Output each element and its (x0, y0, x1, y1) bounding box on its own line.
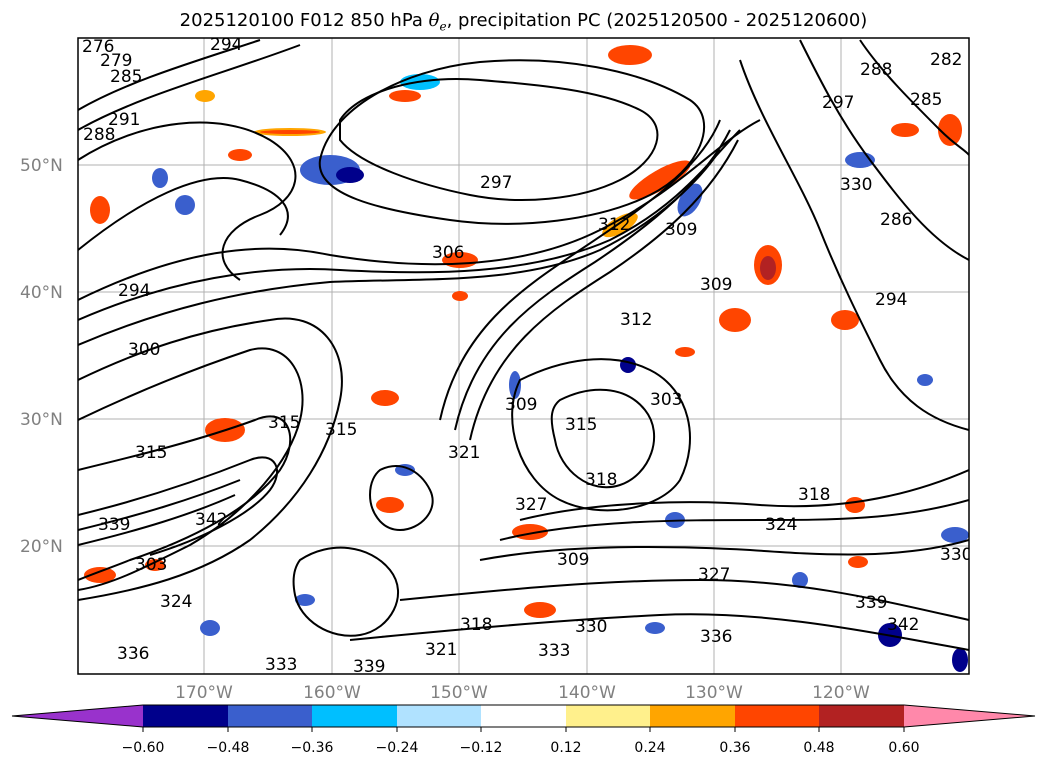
colorbar-segment (735, 705, 819, 727)
svg-text:333: 333 (538, 641, 570, 661)
colorbar-tick-label: −0.24 (376, 740, 419, 756)
svg-text:324: 324 (765, 515, 797, 535)
colorbar-left-extension (12, 705, 143, 727)
map-plot-area (78, 38, 969, 674)
svg-text:285: 285 (910, 90, 942, 110)
svg-text:309: 309 (665, 220, 697, 240)
svg-text:324: 324 (160, 592, 192, 612)
lon-label-170w: 170°W (175, 683, 233, 703)
svg-text:309: 309 (505, 395, 537, 415)
lon-label-150w: 150°W (430, 683, 488, 703)
colorbar-segment (143, 705, 228, 727)
lon-label-120w: 120°W (812, 683, 870, 703)
contour-labels: 276 279 285 291 294 297 288 294 300 306 … (82, 35, 972, 677)
svg-text:279: 279 (100, 51, 132, 71)
lat-label-20n: 20°N (20, 537, 63, 557)
svg-text:309: 309 (557, 550, 589, 570)
svg-text:300: 300 (128, 340, 160, 360)
svg-text:297: 297 (822, 93, 854, 113)
svg-text:309: 309 (700, 275, 732, 295)
theta-e-contours (78, 39, 969, 651)
colorbar-segment (228, 705, 312, 727)
lon-label-130w: 130°W (685, 683, 743, 703)
latitude-labels: 50°N 40°N 30°N 20°N (20, 156, 63, 557)
colorbar-tick-label: 0.24 (634, 740, 665, 756)
svg-text:342: 342 (887, 615, 919, 635)
svg-text:282: 282 (930, 50, 962, 70)
svg-text:321: 321 (425, 640, 457, 660)
lat-label-40n: 40°N (20, 283, 63, 303)
svg-text:288: 288 (83, 125, 115, 145)
colorbar-tick-label: −0.36 (291, 740, 334, 756)
svg-text:327: 327 (515, 495, 547, 515)
map-title: 2025120100 F012 850 hPa θe, precipitatio… (179, 10, 868, 34)
colorbar: −0.60 −0.48 −0.36 −0.24 −0.12 0.12 0.24 … (11, 704, 1036, 756)
svg-text:318: 318 (585, 470, 617, 490)
svg-text:312: 312 (598, 215, 630, 235)
svg-text:333: 333 (265, 655, 297, 675)
svg-text:294: 294 (118, 281, 150, 301)
svg-text:285: 285 (110, 67, 142, 87)
svg-text:288: 288 (860, 60, 892, 80)
colorbar-tick-label: 0.12 (550, 740, 581, 756)
colorbar-tick-label: −0.48 (207, 740, 250, 756)
svg-text:297: 297 (480, 173, 512, 193)
svg-text:330: 330 (575, 617, 607, 637)
lon-label-160w: 160°W (303, 683, 361, 703)
svg-text:336: 336 (117, 644, 149, 664)
colorbar-segment (481, 705, 566, 727)
svg-text:342: 342 (195, 510, 227, 530)
svg-text:315: 315 (268, 413, 300, 433)
svg-text:294: 294 (210, 35, 242, 55)
svg-text:318: 318 (798, 485, 830, 505)
colorbar-tick-label: 0.36 (719, 740, 750, 756)
svg-text:315: 315 (135, 443, 167, 463)
colorbar-segment (566, 705, 650, 727)
colorbar-tick-label: −0.12 (460, 740, 503, 756)
svg-text:315: 315 (325, 420, 357, 440)
svg-text:330: 330 (840, 175, 872, 195)
graticule (78, 38, 969, 674)
colorbar-segment (819, 705, 904, 727)
svg-text:327: 327 (698, 565, 730, 585)
svg-text:286: 286 (880, 210, 912, 230)
colorbar-tick-label: 0.48 (803, 740, 834, 756)
svg-text:336: 336 (700, 627, 732, 647)
svg-text:276: 276 (82, 37, 114, 57)
svg-text:303: 303 (135, 555, 167, 575)
svg-text:306: 306 (432, 243, 464, 263)
colorbar-segment (397, 705, 481, 727)
svg-text:339: 339 (855, 593, 887, 613)
svg-text:291: 291 (108, 110, 140, 130)
colorbar-segment (312, 705, 397, 727)
svg-text:321: 321 (448, 443, 480, 463)
longitude-labels: 170°W 160°W 150°W 140°W 130°W 120°W (175, 683, 870, 703)
svg-text:318: 318 (460, 615, 492, 635)
svg-text:303: 303 (650, 390, 682, 410)
svg-text:339: 339 (98, 515, 130, 535)
map-frame (77, 37, 970, 675)
colorbar-segment (650, 705, 735, 727)
colorbar-tick-label: 0.60 (888, 740, 919, 756)
svg-text:315: 315 (565, 415, 597, 435)
lat-label-50n: 50°N (20, 156, 63, 176)
colorbar-tick-label: −0.60 (122, 740, 165, 756)
lon-label-140w: 140°W (558, 683, 616, 703)
colorbar-right-extension (904, 705, 1035, 727)
svg-text:339: 339 (353, 657, 385, 677)
svg-text:312: 312 (620, 310, 652, 330)
lat-label-30n: 30°N (20, 410, 63, 430)
svg-text:330: 330 (940, 545, 972, 565)
svg-text:294: 294 (875, 290, 907, 310)
